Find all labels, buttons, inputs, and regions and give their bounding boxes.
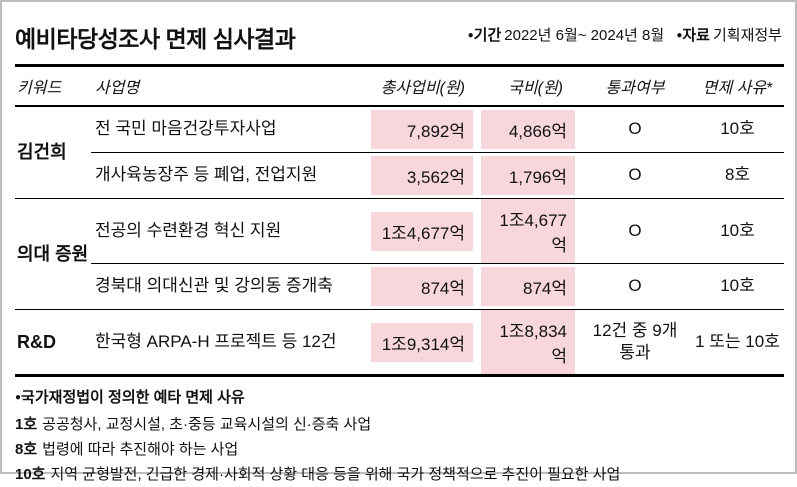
exemption-reason-cell: 10호 bbox=[691, 105, 784, 153]
meta-period: ●기간 2022년 6월~ 2024년 8월 bbox=[468, 27, 669, 44]
table-row: 김건희 전 국민 마음건강투자사업 7,892억 4,866억 O 10호 bbox=[15, 105, 784, 199]
table-row: R&D 한국형 ARPA-H 프로젝트 등 12건 1조9,314억 1조8,8… bbox=[15, 309, 784, 376]
highlighted-value: 874억 bbox=[371, 267, 473, 306]
total-cost-cell: 874억 bbox=[367, 263, 477, 310]
total-cost-cell: 1조9,314억 bbox=[367, 309, 477, 376]
highlighted-value: 1,796억 bbox=[481, 156, 575, 195]
source-meta: ●기간 2022년 6월~ 2024년 8월 ●자료 기획재정부 bbox=[468, 24, 782, 45]
table-row: 의대 증원 전공의 수련환경 혁신 지원 1조4,677억 1조4,677억 O… bbox=[15, 198, 784, 310]
national-budget-cell: 1조4,677억 bbox=[477, 198, 579, 264]
top-bar: 예비타당성조사 면제 심사결과 ●기간 2022년 6월~ 2024년 8월 ●자… bbox=[15, 10, 782, 54]
bullet-icon: ● bbox=[676, 30, 683, 41]
highlighted-value: 874억 bbox=[481, 267, 575, 306]
highlighted-value: 7,892억 bbox=[371, 110, 473, 149]
total-cost-cell: 1조4,677억 bbox=[367, 198, 477, 264]
meta-period-label: 기간 bbox=[473, 27, 502, 44]
pass-status-cell: O bbox=[579, 263, 691, 310]
col-header-exemption-reason: 면제 사유* bbox=[691, 65, 784, 107]
highlighted-value: 3,562억 bbox=[371, 156, 473, 195]
footnote-item: 8호 법령에 따라 추진해야 하는 사업 bbox=[15, 437, 782, 462]
total-cost-cell: 3,562억 bbox=[367, 152, 477, 199]
footnote-item: 10호 지역 균형발전, 긴급한 경제·사회적 상황 대응 등을 위해 국가 정책… bbox=[15, 462, 782, 487]
meta-source: ●자료 기획재정부 bbox=[676, 27, 782, 44]
national-budget-cell: 874억 bbox=[477, 263, 579, 310]
table-header-row: 키워드 사업명 총사업비(원) 국비(원) 통과여부 면제 사유* bbox=[15, 65, 784, 107]
col-header-pass-status: 통과여부 bbox=[579, 65, 691, 107]
exemption-results-table: 키워드 사업명 총사업비(원) 국비(원) 통과여부 면제 사유* 김건희 전 … bbox=[15, 64, 784, 377]
footnote-text: 지역 균형발전, 긴급한 경제·사회적 상황 대응 등을 위해 국가 정책적으로… bbox=[50, 466, 621, 483]
footnote-text: 공공청사, 교정시설, 초·중등 교육시설의 신·증축 사업 bbox=[42, 416, 372, 433]
pass-status-cell: O bbox=[579, 198, 691, 264]
keyword-cell: 의대 증원 bbox=[15, 198, 91, 310]
page-title: 예비타당성조사 면제 심사결과 bbox=[15, 26, 296, 52]
national-budget-cell: 1,796억 bbox=[477, 152, 579, 199]
exemption-reason-cell: 10호 bbox=[691, 198, 784, 264]
project-name-cell: 한국형 ARPA-H 프로젝트 등 12건 bbox=[91, 309, 367, 376]
footnote-label: 1호 bbox=[15, 416, 38, 433]
keyword-cell: 김건희 bbox=[15, 105, 91, 199]
col-header-national-budget: 국비(원) bbox=[477, 65, 579, 107]
meta-source-value: 기획재정부 bbox=[712, 27, 782, 44]
meta-period-value: 2022년 6월~ 2024년 8월 bbox=[504, 27, 665, 44]
project-name-cell: 전 국민 마음건강투자사업 bbox=[91, 105, 367, 153]
national-budget-cell: 1조8,834억 bbox=[477, 309, 579, 376]
project-name-cell: 개사육농장주 등 폐업, 전업지원 bbox=[91, 152, 367, 199]
footnote-label: 8호 bbox=[15, 441, 38, 458]
footnote-label: 10호 bbox=[15, 466, 46, 483]
footnotes-heading: ●국가재정법이 정의한 예타 면제 사유 bbox=[15, 386, 782, 407]
highlighted-value: 1조4,677억 bbox=[371, 211, 473, 251]
project-name-cell: 전공의 수련환경 혁신 지원 bbox=[91, 198, 367, 264]
highlighted-value: 1조8,834억 bbox=[481, 310, 575, 374]
pass-status-cell: 12건 중 9개 통과 bbox=[579, 309, 691, 376]
bullet-icon: ● bbox=[15, 392, 22, 403]
col-header-keyword: 키워드 bbox=[15, 65, 91, 107]
col-header-total-cost: 총사업비(원) bbox=[367, 65, 477, 107]
highlighted-value: 1조4,677억 bbox=[481, 199, 575, 263]
national-budget-cell: 4,866억 bbox=[477, 105, 579, 153]
meta-source-label: 자료 bbox=[682, 27, 710, 44]
exemption-reason-cell: 1 또는 10호 bbox=[691, 309, 784, 376]
footnote-item: 1호 공공청사, 교정시설, 초·중등 교육시설의 신·증축 사업 bbox=[15, 412, 782, 437]
exemption-reason-cell: 10호 bbox=[691, 263, 784, 310]
exemption-reason-cell: 8호 bbox=[691, 152, 784, 199]
col-header-project: 사업명 bbox=[91, 65, 367, 107]
pass-status-cell: O bbox=[579, 105, 691, 153]
highlighted-value: 1조9,314억 bbox=[371, 322, 473, 362]
project-name-cell: 경북대 의대신관 및 강의동 증개축 bbox=[91, 263, 367, 310]
total-cost-cell: 7,892억 bbox=[367, 105, 477, 153]
footnote-text: 법령에 따라 추진해야 하는 사업 bbox=[42, 441, 239, 458]
highlighted-value: 4,866억 bbox=[481, 110, 575, 149]
footnotes-heading-text: 국가재정법이 정의한 예타 면제 사유 bbox=[21, 389, 245, 406]
footnotes: ●국가재정법이 정의한 예타 면제 사유 1호 공공청사, 교정시설, 초·중등 … bbox=[15, 386, 782, 487]
table-row: 경북대 의대신관 및 강의동 증개축 874억 874억 O 10호 bbox=[15, 263, 784, 310]
table-row: 개사육농장주 등 폐업, 전업지원 3,562억 1,796억 O 8호 bbox=[15, 152, 784, 199]
bullet-icon: ● bbox=[467, 30, 474, 41]
pass-status-cell: O bbox=[579, 152, 691, 199]
keyword-cell: R&D bbox=[15, 309, 91, 376]
